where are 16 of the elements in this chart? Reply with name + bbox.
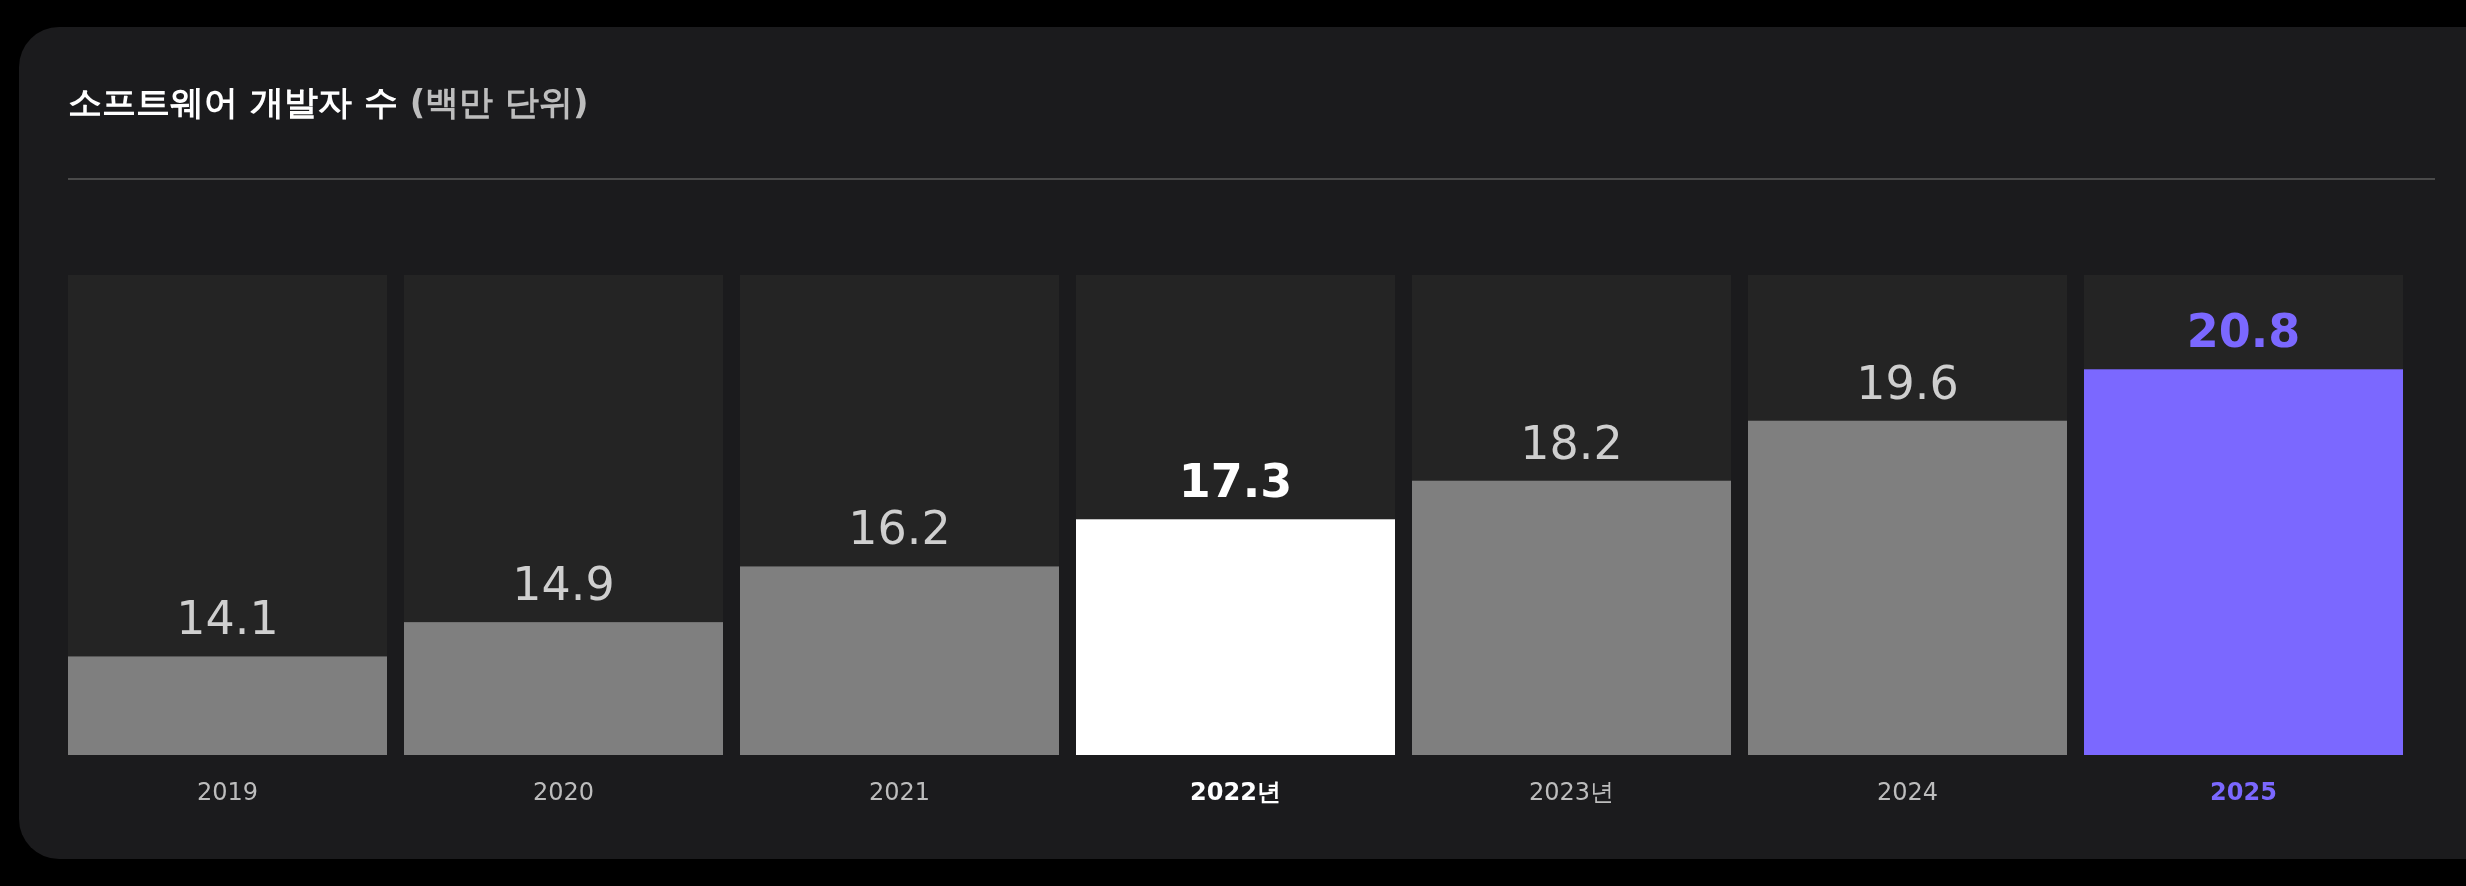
x-tick-label: 2020 [532,778,595,806]
chart-title: 소프트웨어 개발자 수 [68,82,398,122]
chart-subtitle: (백만 단위) [409,82,589,122]
x-tick-label: 2022년 [1190,778,1281,806]
x-tick-label: 2023년 [1528,778,1615,806]
x-tick-label: 2019 [196,778,259,806]
data-label: 20.8 [2186,304,2301,359]
x-tick-label: 2025 [2210,778,2277,806]
data-label: 18.2 [1520,415,1623,470]
data-label: 14.9 [512,557,615,612]
data-label: 16.2 [848,501,951,556]
x-tick-label: 2021 [868,778,931,806]
data-label: 17.3 [1178,454,1293,509]
data-label: 19.6 [1856,355,1959,410]
x-tick-label: 2024 [1876,778,1939,806]
data-label: 14.1 [176,591,279,646]
